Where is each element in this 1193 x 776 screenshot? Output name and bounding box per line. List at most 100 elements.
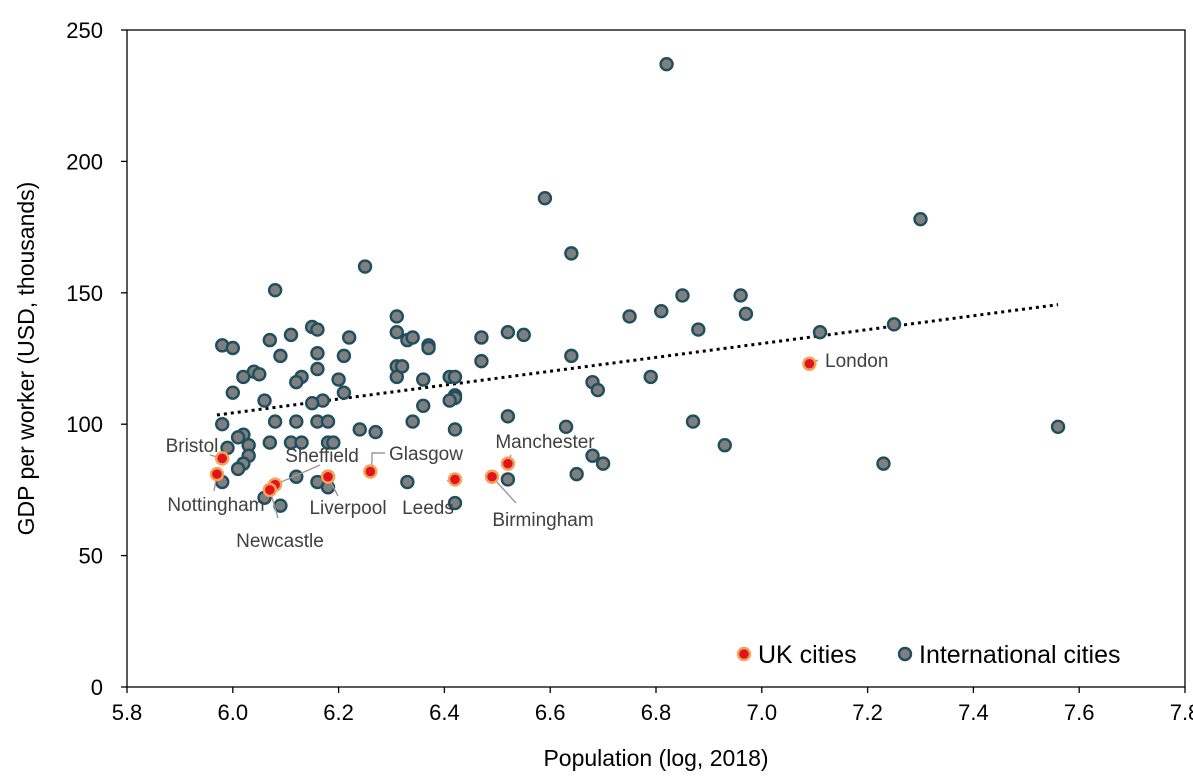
international-cities-series <box>215 56 1066 513</box>
international-city-point <box>585 448 600 463</box>
uk-city-label: Birmingham <box>492 510 593 531</box>
y-tick-label: 200 <box>66 149 103 174</box>
international-city-point <box>474 353 489 369</box>
international-city-point <box>447 495 463 511</box>
x-tick-label: 6.6 <box>535 700 566 725</box>
international-city-point <box>273 348 288 364</box>
international-city-point <box>357 259 373 274</box>
uk-city-label: Bristol <box>166 436 219 457</box>
international-city-point <box>447 369 463 385</box>
international-city-point <box>643 369 658 385</box>
international-city-point <box>474 330 489 345</box>
international-city-point <box>558 419 574 435</box>
international-city-point <box>569 466 584 482</box>
y-axis-ticks: 0 50 100 150 200 250 <box>66 18 127 700</box>
international-city-point <box>310 346 325 361</box>
international-city-point <box>341 330 357 345</box>
uk-city-label: Sheffield <box>285 446 359 467</box>
international-city-point <box>595 456 611 471</box>
international-city-point <box>304 395 320 411</box>
uk-city-label: Glasgow <box>389 444 463 465</box>
uk-city-label: Manchester <box>495 432 595 453</box>
international-city-point <box>215 417 230 432</box>
international-city-point <box>564 246 579 261</box>
international-city-point <box>289 414 304 429</box>
x-tick-label: 7.8 <box>1170 700 1193 725</box>
legend-uk-marker <box>736 646 752 662</box>
uk-city-point <box>500 456 516 471</box>
y-tick-label: 250 <box>66 18 103 43</box>
y-tick-label: 0 <box>91 675 103 700</box>
international-city-point <box>320 414 336 429</box>
international-city-point <box>416 398 431 414</box>
international-city-point <box>416 372 431 387</box>
international-city-point <box>326 435 341 450</box>
international-city-point <box>336 348 352 364</box>
international-city-point <box>659 56 674 72</box>
y-tick-label: 100 <box>66 412 103 437</box>
x-tick-label: 7.6 <box>1064 700 1095 725</box>
international-city-point <box>622 309 637 324</box>
international-city-point <box>733 288 748 303</box>
x-tick-label: 7.4 <box>958 700 989 725</box>
y-tick-label: 150 <box>66 281 103 306</box>
legend-uk-label: UK cities <box>758 641 857 669</box>
uk-city-point <box>802 356 817 371</box>
international-city-point <box>267 282 283 298</box>
x-tick-label: 6.4 <box>429 700 460 725</box>
uk-city-label: Nottingham <box>167 495 264 516</box>
international-city-point <box>389 325 404 340</box>
international-city-point <box>310 361 325 377</box>
international-city-point <box>252 367 267 382</box>
international-city-point <box>389 309 404 324</box>
international-city-point <box>230 430 246 445</box>
legend-international-label: International cities <box>919 641 1121 669</box>
international-city-point <box>225 385 241 400</box>
international-city-point <box>262 332 278 348</box>
international-city-point <box>537 190 553 206</box>
x-tick-label: 7.2 <box>852 700 883 725</box>
international-city-point <box>294 435 309 450</box>
international-city-point <box>405 414 420 429</box>
international-city-point <box>421 340 436 356</box>
x-axis-ticks: 5.8 6.0 6.2 6.4 6.6 6.8 7.0 7.2 7.4 7.6 7.8 <box>112 687 1193 725</box>
international-city-point <box>262 435 278 450</box>
international-city-point <box>236 369 251 385</box>
international-city-point <box>225 340 241 356</box>
international-city-point <box>331 372 346 387</box>
uk-city-label: Liverpool <box>309 498 386 519</box>
x-tick-label: 6.2 <box>323 700 354 725</box>
international-city-point <box>310 322 325 337</box>
uk-city-point <box>363 464 378 479</box>
uk-city-label: Newcastle <box>236 531 324 552</box>
international-city-point <box>876 456 891 471</box>
international-city-point <box>516 327 531 343</box>
international-city-point <box>500 325 516 340</box>
legend: UK cities International cities <box>736 641 1121 669</box>
international-city-point <box>442 393 457 408</box>
x-axis-title: Population (log, 2018) <box>543 745 768 771</box>
international-city-point <box>590 382 606 398</box>
international-city-point <box>283 327 299 343</box>
uk-city-label: Leeds <box>402 498 454 519</box>
uk-city-point <box>209 466 225 482</box>
international-city-point <box>230 461 246 477</box>
uk-cities-series <box>209 356 817 498</box>
uk-city-label: London <box>825 351 888 372</box>
uk-city-point <box>215 451 230 466</box>
uk-city-labels: London Manchester Birmingham Leeds Glasgow Li… <box>166 351 889 552</box>
uk-city-point <box>320 469 336 484</box>
international-city-point <box>812 325 828 340</box>
uk-city-point <box>262 482 278 498</box>
international-city-point <box>1050 419 1066 435</box>
label-leader-line <box>274 464 321 486</box>
uk-city-point <box>484 469 500 484</box>
international-city-point <box>405 330 420 345</box>
international-city-point <box>368 424 383 440</box>
international-city-point <box>389 369 404 385</box>
international-city-point <box>738 306 754 322</box>
x-tick-label: 7.0 <box>747 700 778 725</box>
uk-city-point <box>447 472 463 487</box>
international-city-point <box>336 385 352 400</box>
